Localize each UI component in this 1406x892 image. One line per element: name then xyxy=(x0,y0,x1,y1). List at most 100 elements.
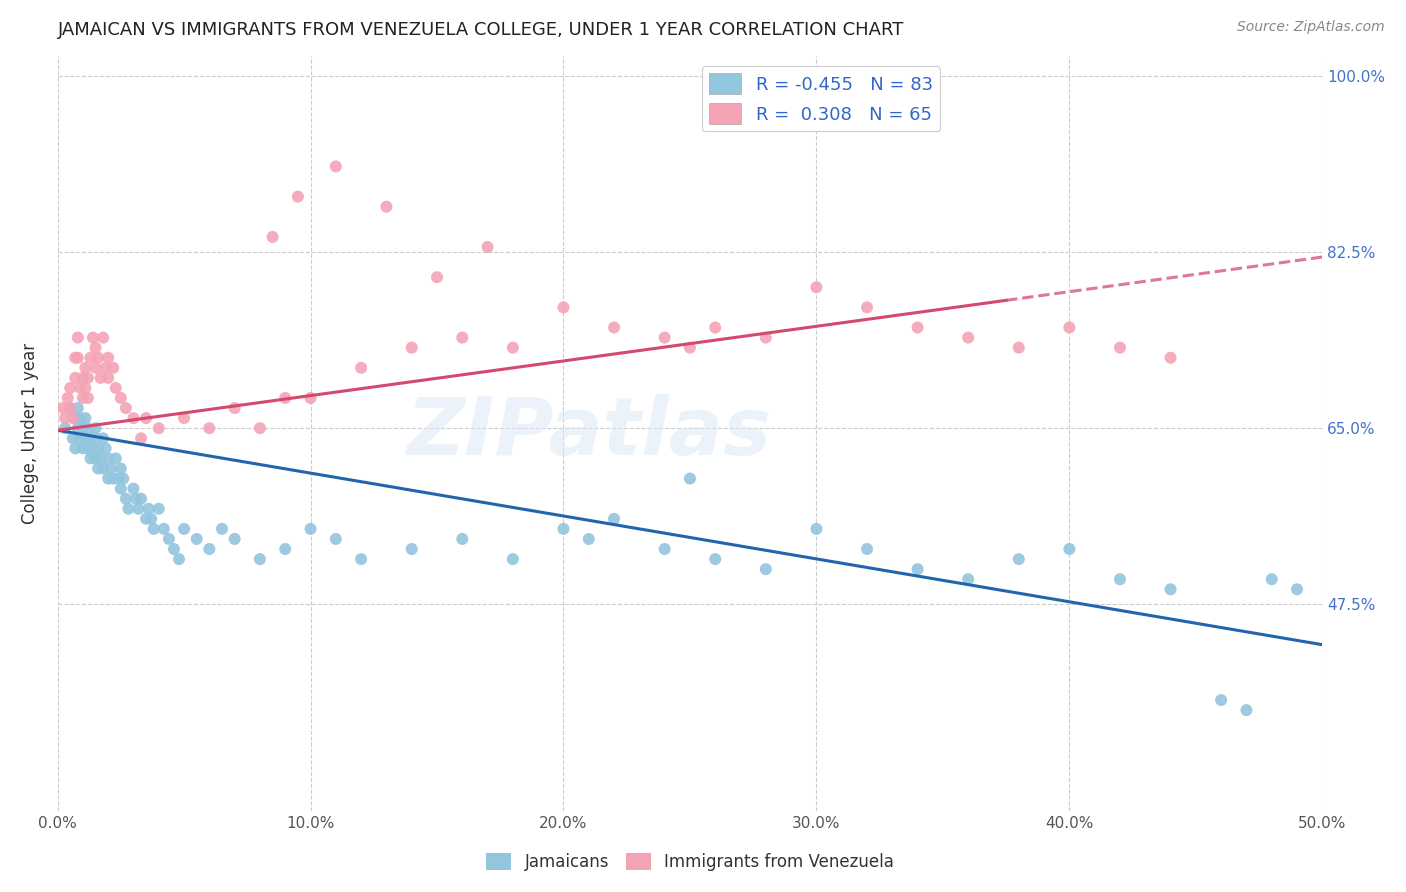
Point xyxy=(287,189,309,203)
Point xyxy=(806,280,828,294)
Point xyxy=(128,501,150,516)
Point xyxy=(603,320,626,334)
Point xyxy=(173,411,195,425)
Point xyxy=(97,371,120,385)
Text: ZIPatlas: ZIPatlas xyxy=(406,394,772,472)
Point xyxy=(62,431,84,445)
Point xyxy=(163,542,186,557)
Point xyxy=(148,501,170,516)
Point xyxy=(91,330,114,344)
Point xyxy=(806,522,828,536)
Point xyxy=(79,351,101,365)
Point xyxy=(87,461,110,475)
Point xyxy=(52,401,75,415)
Point xyxy=(1059,320,1081,334)
Point xyxy=(69,431,91,445)
Point xyxy=(401,341,423,355)
Point xyxy=(66,401,89,415)
Point xyxy=(262,230,284,244)
Point xyxy=(77,371,100,385)
Point xyxy=(65,371,87,385)
Point xyxy=(72,371,94,385)
Point xyxy=(755,562,778,576)
Point xyxy=(1211,693,1233,707)
Point xyxy=(117,501,139,516)
Point xyxy=(224,532,246,546)
Point xyxy=(129,491,152,506)
Point xyxy=(53,411,76,425)
Point xyxy=(66,330,89,344)
Point xyxy=(125,491,148,506)
Point xyxy=(299,522,322,536)
Point xyxy=(115,401,138,415)
Point xyxy=(1059,542,1081,557)
Point xyxy=(112,471,135,485)
Point xyxy=(375,200,398,214)
Point xyxy=(477,240,499,254)
Point xyxy=(122,411,145,425)
Point xyxy=(110,391,132,405)
Point xyxy=(1109,572,1132,586)
Point xyxy=(97,471,120,485)
Point xyxy=(274,542,297,557)
Point xyxy=(82,442,104,456)
Point xyxy=(451,532,474,546)
Point xyxy=(59,401,82,415)
Point xyxy=(856,542,879,557)
Point xyxy=(856,301,879,315)
Point xyxy=(94,442,117,456)
Point xyxy=(107,471,129,485)
Point xyxy=(141,512,163,526)
Point xyxy=(1285,582,1308,597)
Point xyxy=(104,451,127,466)
Point xyxy=(350,360,373,375)
Point xyxy=(75,360,97,375)
Point xyxy=(148,421,170,435)
Point xyxy=(704,320,727,334)
Point xyxy=(75,431,97,445)
Point xyxy=(97,351,120,365)
Point xyxy=(69,411,91,425)
Point xyxy=(103,360,125,375)
Point xyxy=(110,461,132,475)
Point xyxy=(84,421,107,435)
Point xyxy=(82,330,104,344)
Point xyxy=(110,482,132,496)
Point xyxy=(65,442,87,456)
Point xyxy=(1160,582,1182,597)
Point xyxy=(84,431,107,445)
Point xyxy=(679,471,702,485)
Point xyxy=(451,330,474,344)
Point xyxy=(211,522,233,536)
Point xyxy=(350,552,373,566)
Point xyxy=(65,411,87,425)
Point xyxy=(104,381,127,395)
Point xyxy=(87,442,110,456)
Point xyxy=(75,381,97,395)
Point xyxy=(502,341,524,355)
Text: Source: ZipAtlas.com: Source: ZipAtlas.com xyxy=(1237,20,1385,34)
Point xyxy=(66,421,89,435)
Point xyxy=(142,522,165,536)
Point xyxy=(87,351,110,365)
Point xyxy=(1109,341,1132,355)
Point xyxy=(1160,351,1182,365)
Point xyxy=(704,552,727,566)
Point xyxy=(84,341,107,355)
Point xyxy=(299,391,322,405)
Point xyxy=(957,572,980,586)
Point xyxy=(84,360,107,375)
Point xyxy=(578,532,600,546)
Point xyxy=(77,391,100,405)
Point xyxy=(115,491,138,506)
Point xyxy=(755,330,778,344)
Point xyxy=(426,270,449,285)
Point xyxy=(84,451,107,466)
Point xyxy=(66,351,89,365)
Point xyxy=(135,411,157,425)
Text: JAMAICAN VS IMMIGRANTS FROM VENEZUELA COLLEGE, UNDER 1 YEAR CORRELATION CHART: JAMAICAN VS IMMIGRANTS FROM VENEZUELA CO… xyxy=(58,21,904,39)
Point xyxy=(603,512,626,526)
Point xyxy=(122,482,145,496)
Point xyxy=(907,320,929,334)
Point xyxy=(135,512,157,526)
